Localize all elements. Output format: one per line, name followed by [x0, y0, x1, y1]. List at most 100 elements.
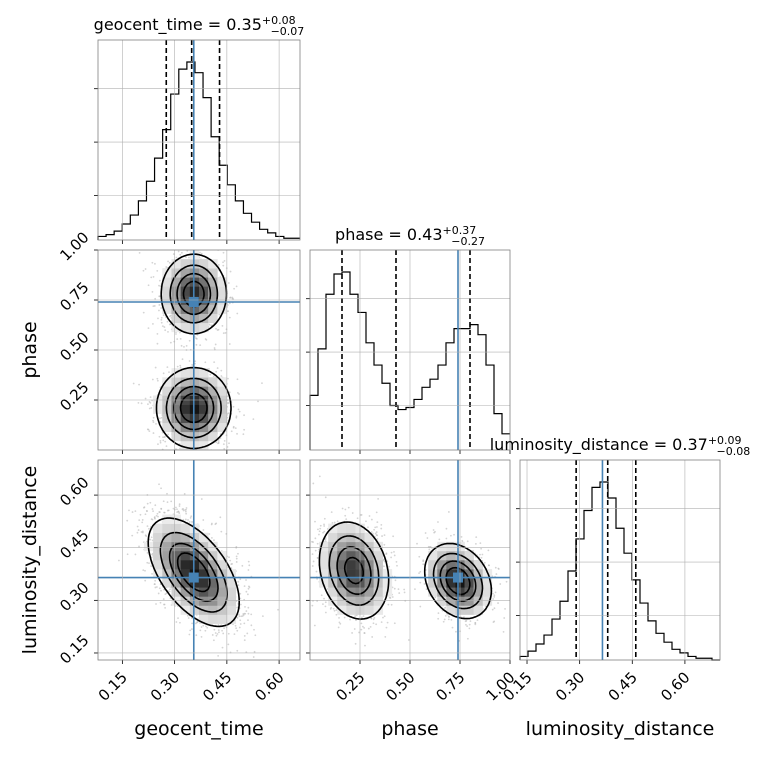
- scatter-point: [228, 302, 231, 305]
- scatter-point: [163, 511, 165, 514]
- scatter-point: [195, 337, 197, 340]
- scatter-point: [144, 397, 147, 400]
- scatter-point: [199, 251, 201, 254]
- hist-grid: [98, 40, 300, 240]
- scatter-point: [195, 454, 197, 456]
- density-cell: [171, 268, 181, 278]
- scatter-point: [205, 338, 208, 341]
- density-cell: [180, 286, 191, 296]
- scatter-point: [222, 261, 224, 264]
- scatter-point: [185, 242, 187, 244]
- scatter-point: [151, 508, 154, 510]
- density-cell: [180, 277, 191, 287]
- scatter-point: [451, 626, 454, 629]
- density-cell: [217, 596, 227, 606]
- scatter-point: [213, 361, 216, 364]
- scatter-point: [194, 243, 196, 245]
- scatter-point: [164, 329, 167, 332]
- density-cell: [217, 422, 227, 433]
- density-cell: [162, 550, 172, 561]
- scatter-point: [190, 515, 193, 518]
- scatter-point: [142, 269, 145, 272]
- density-cell: [180, 550, 191, 561]
- scatter-point: [236, 312, 239, 315]
- scatter-point: [239, 592, 242, 595]
- scatter-point: [235, 557, 238, 560]
- panel-content: [311, 475, 508, 647]
- scatter-point: [235, 285, 238, 288]
- scatter-point: [191, 628, 193, 630]
- density-cell: [171, 386, 181, 396]
- density-cell: [180, 605, 191, 615]
- scatter-point: [149, 401, 152, 404]
- density-cell: [171, 532, 181, 543]
- scatter-point: [202, 624, 205, 627]
- scatter-point: [147, 284, 150, 287]
- title-value: luminosity_distance = 0.37: [490, 435, 708, 455]
- scatter-point: [252, 656, 255, 658]
- scatter-point: [191, 455, 193, 457]
- scatter-point: [224, 332, 227, 334]
- density-cell: [180, 259, 191, 269]
- density-cell: [180, 532, 191, 543]
- scatter-point: [200, 252, 203, 255]
- scatter-point: [143, 506, 146, 509]
- scatter-point: [217, 655, 220, 657]
- hist-step: [519, 481, 720, 661]
- density-cell: [162, 532, 172, 543]
- scatter-point: [238, 410, 241, 413]
- scatter-point: [176, 511, 179, 513]
- scatter-point: [217, 442, 219, 445]
- density-cell: [153, 560, 163, 570]
- scatter-point: [234, 624, 237, 627]
- scatter-point: [185, 512, 188, 515]
- hist-panel-phase: phase = 0.43+0.37 −0.27: [306, 224, 511, 454]
- density-cell: [171, 304, 181, 314]
- scatter-point: [187, 617, 190, 619]
- scatter-point: [233, 287, 235, 290]
- hist-title: phase = 0.43+0.37 −0.27: [335, 224, 485, 248]
- scatter-point: [235, 555, 238, 558]
- panel-grid: [98, 460, 300, 660]
- scatter-point: [231, 562, 234, 565]
- density-cell: [208, 286, 218, 296]
- density-cell: [180, 313, 191, 324]
- scatter-point: [151, 261, 154, 264]
- density-cell: [162, 286, 172, 296]
- scatter-point: [128, 509, 130, 512]
- scatter-point: [186, 614, 189, 617]
- scatter-point: [199, 344, 202, 347]
- scatter-point: [277, 608, 279, 611]
- scatter-point: [179, 366, 182, 369]
- scatter-point: [166, 509, 169, 512]
- scatter-point: [212, 639, 215, 642]
- contour-line: [165, 264, 222, 439]
- scatter-point: [175, 506, 177, 509]
- scatter-point: [227, 412, 230, 415]
- scatter-point: [206, 626, 209, 629]
- scatter-point: [216, 633, 219, 635]
- density-cell: [208, 422, 218, 433]
- scatter-point: [187, 519, 189, 521]
- scatter-point: [194, 362, 196, 365]
- density-cell: [171, 560, 181, 570]
- density-cell: [199, 560, 209, 570]
- density-cell: [208, 587, 218, 597]
- scatter-point: [238, 615, 241, 618]
- scatter-point: [149, 538, 152, 541]
- scatter-point: [176, 365, 179, 368]
- scatter-point: [240, 615, 243, 618]
- density-cell: [180, 322, 191, 333]
- scatter-point: [236, 649, 239, 652]
- scatter-point: [140, 402, 143, 405]
- scatter-point: [215, 370, 218, 373]
- scatter-point: [152, 510, 154, 513]
- scatter-point: [164, 435, 166, 438]
- scatter-point: [158, 279, 161, 282]
- scatter-point: [228, 391, 231, 394]
- density-cell: [171, 587, 181, 597]
- scatter-point: [213, 451, 215, 453]
- density-cell: [162, 514, 172, 524]
- scatter-point: [140, 531, 143, 533]
- density-cell: [199, 377, 209, 387]
